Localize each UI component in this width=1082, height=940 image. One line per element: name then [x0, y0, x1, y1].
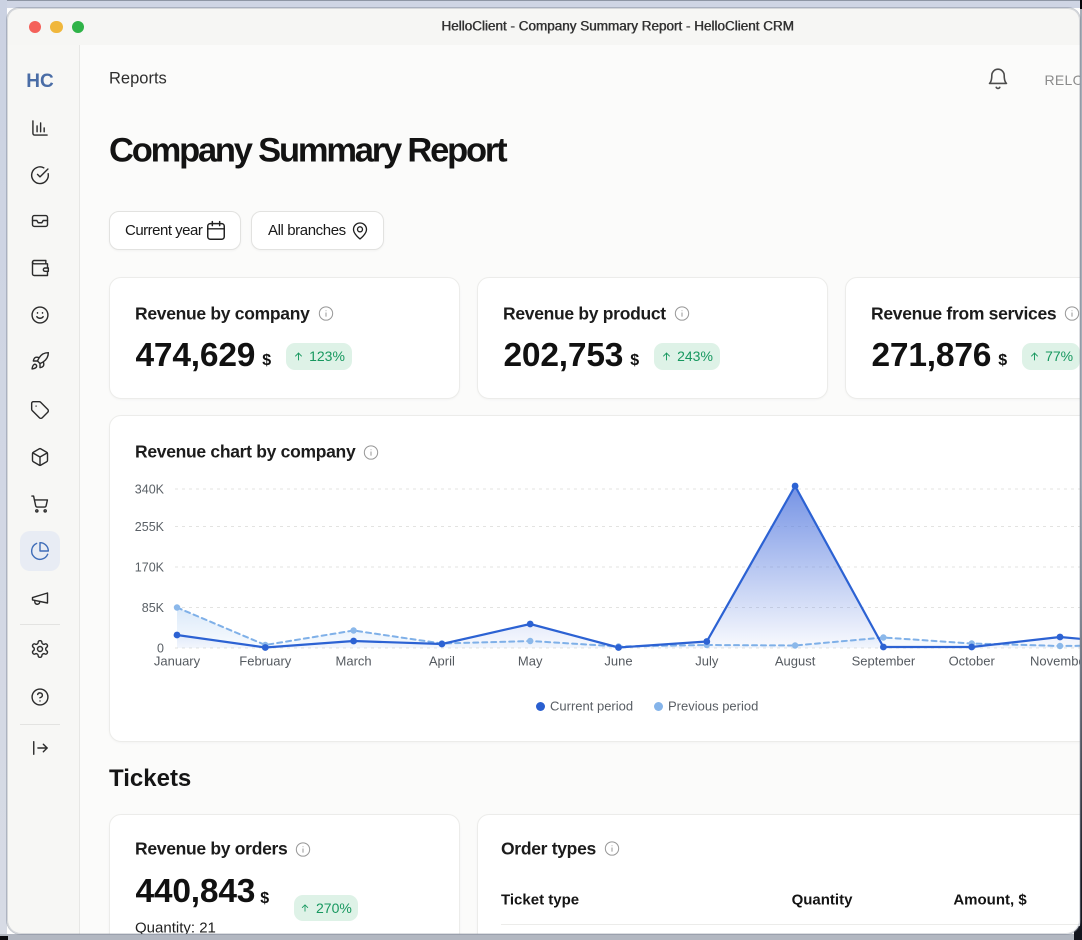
svg-text:0: 0 [157, 642, 164, 656]
svg-text:April: April [429, 654, 455, 669]
svg-text:July: July [695, 654, 719, 669]
svg-text:170K: 170K [135, 561, 165, 575]
svg-text:January: January [154, 654, 201, 669]
svg-text:November: November [1030, 654, 1080, 669]
svg-text:255K: 255K [135, 520, 165, 534]
svg-text:February: February [239, 654, 292, 669]
svg-text:85K: 85K [142, 601, 165, 615]
svg-text:340K: 340K [135, 483, 165, 497]
svg-text:August: August [775, 654, 816, 669]
svg-text:March: March [336, 654, 372, 669]
svg-text:June: June [604, 654, 632, 669]
svg-text:May: May [518, 654, 543, 669]
svg-text:September: September [852, 654, 916, 669]
svg-text:October: October [949, 654, 996, 669]
